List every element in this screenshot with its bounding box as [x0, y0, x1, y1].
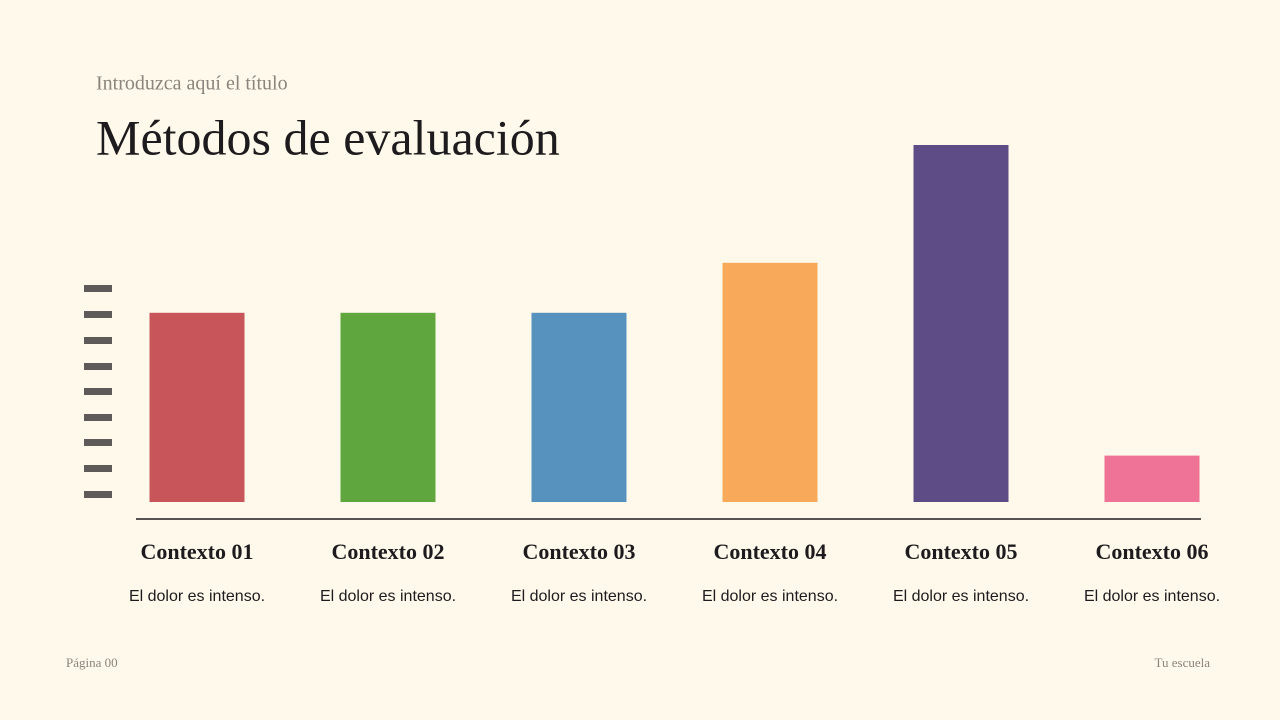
- category-description: El dolor es intenso.: [129, 588, 265, 605]
- dash: [84, 285, 112, 292]
- x-tick-label: Contexto 01: [140, 539, 253, 564]
- x-tick-label: Contexto 06: [1095, 539, 1208, 564]
- dash: [84, 388, 112, 395]
- dash: [84, 439, 112, 446]
- bar: [913, 145, 1009, 502]
- dash: [84, 465, 112, 472]
- decoration: [84, 285, 112, 498]
- bar: [340, 312, 436, 502]
- bar: [1104, 455, 1200, 502]
- chart-title: Métodos de evaluación: [96, 109, 560, 165]
- category-description: El dolor es intenso.: [511, 588, 647, 605]
- subtitle: Introduzca aquí el título: [96, 73, 288, 95]
- page-number: Página 00: [66, 655, 118, 670]
- category-description: El dolor es intenso.: [702, 588, 838, 605]
- dash: [84, 311, 112, 318]
- x-tick-label: Contexto 04: [713, 539, 826, 564]
- bar: [149, 312, 245, 502]
- x-tick-label: Contexto 02: [331, 539, 444, 564]
- dash: [84, 491, 112, 498]
- school-name: Tu escuela: [1155, 655, 1211, 670]
- bar: [531, 312, 627, 502]
- dash: [84, 414, 112, 421]
- category-description: El dolor es intenso.: [1084, 588, 1220, 605]
- category-description: El dolor es intenso.: [893, 588, 1029, 605]
- category-description: El dolor es intenso.: [320, 588, 456, 605]
- dash: [84, 363, 112, 370]
- bar: [722, 262, 818, 502]
- x-tick-label: Contexto 03: [522, 539, 635, 564]
- dash: [84, 337, 112, 344]
- x-tick-label: Contexto 05: [904, 539, 1017, 564]
